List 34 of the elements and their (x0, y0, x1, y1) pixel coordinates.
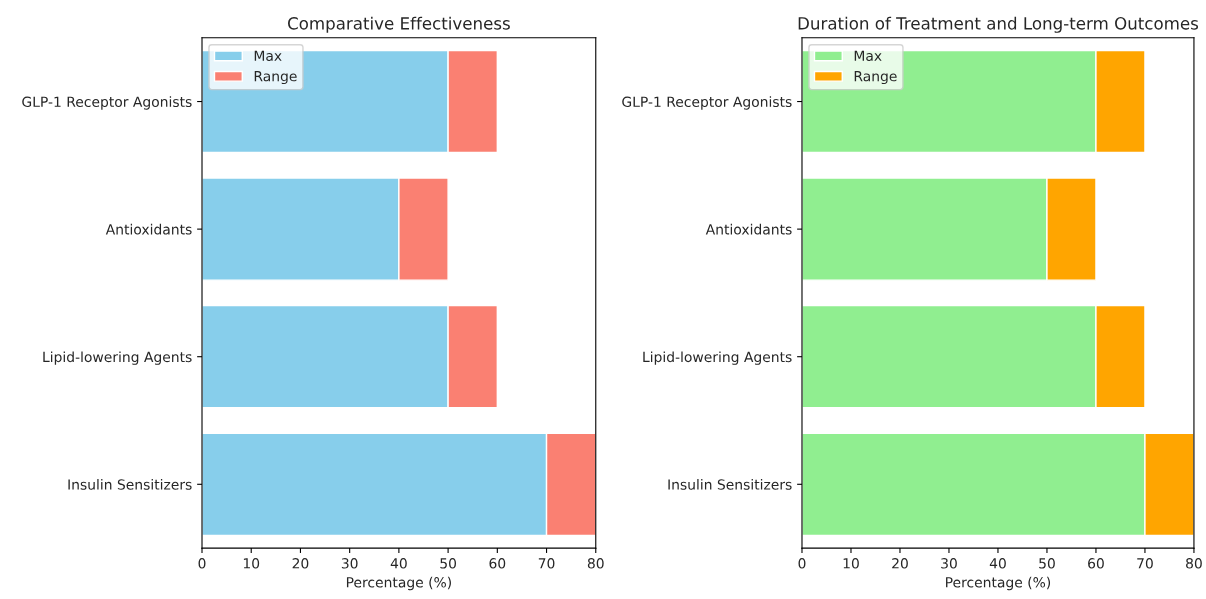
x-tick-label: 70 (538, 558, 555, 569)
x-tick-label: 30 (341, 558, 358, 569)
x-tick-label: 0 (798, 558, 806, 569)
y-tick-label: Antioxidants (705, 223, 792, 235)
y-tick-label: Lipid-lowering Agents (43, 351, 192, 365)
y-tick-label: Lipid-lowering Agents (643, 351, 792, 365)
x-tick-label: 10 (843, 558, 859, 569)
x-tick-label: 10 (243, 558, 260, 569)
x-tick-label: 50 (1039, 558, 1055, 569)
y-tick-label: Antioxidants (105, 223, 192, 235)
x-tick-label: 80 (587, 558, 604, 569)
x-axis-title: Percentage (%) (346, 576, 451, 591)
x-tick-label: 20 (292, 558, 309, 569)
x-tick-label: 40 (989, 558, 1006, 569)
chart-title: Duration of Treatment and Long-term Outcomes (798, 16, 1199, 33)
y-tick-label: GLP-1 Receptor Agonists (22, 96, 192, 110)
x-tick-label: 30 (941, 558, 957, 569)
x-tick-label: 60 (489, 558, 506, 569)
legend-label: Range (854, 71, 897, 85)
x-tick-label: 20 (892, 558, 908, 569)
x-tick-label: 50 (440, 558, 457, 569)
x-tick-label: 0 (198, 558, 206, 569)
x-tick-label: 40 (390, 558, 407, 569)
legend-label: Range (254, 71, 297, 85)
y-tick-label: GLP-1 Receptor Agonists (622, 96, 792, 110)
legend-label: Max (854, 50, 882, 61)
legend-label: Max (254, 50, 282, 61)
y-tick-label: Insulin Sensitizers (668, 479, 792, 490)
x-tick-label: 60 (1088, 558, 1104, 569)
x-tick-label: 70 (1137, 558, 1153, 569)
y-tick-label: Insulin Sensitizers (68, 479, 192, 490)
x-axis-title: Percentage (%) (946, 576, 1051, 591)
chart-title: Comparative Effectiveness (287, 16, 510, 33)
x-tick-label: 80 (1186, 558, 1202, 569)
